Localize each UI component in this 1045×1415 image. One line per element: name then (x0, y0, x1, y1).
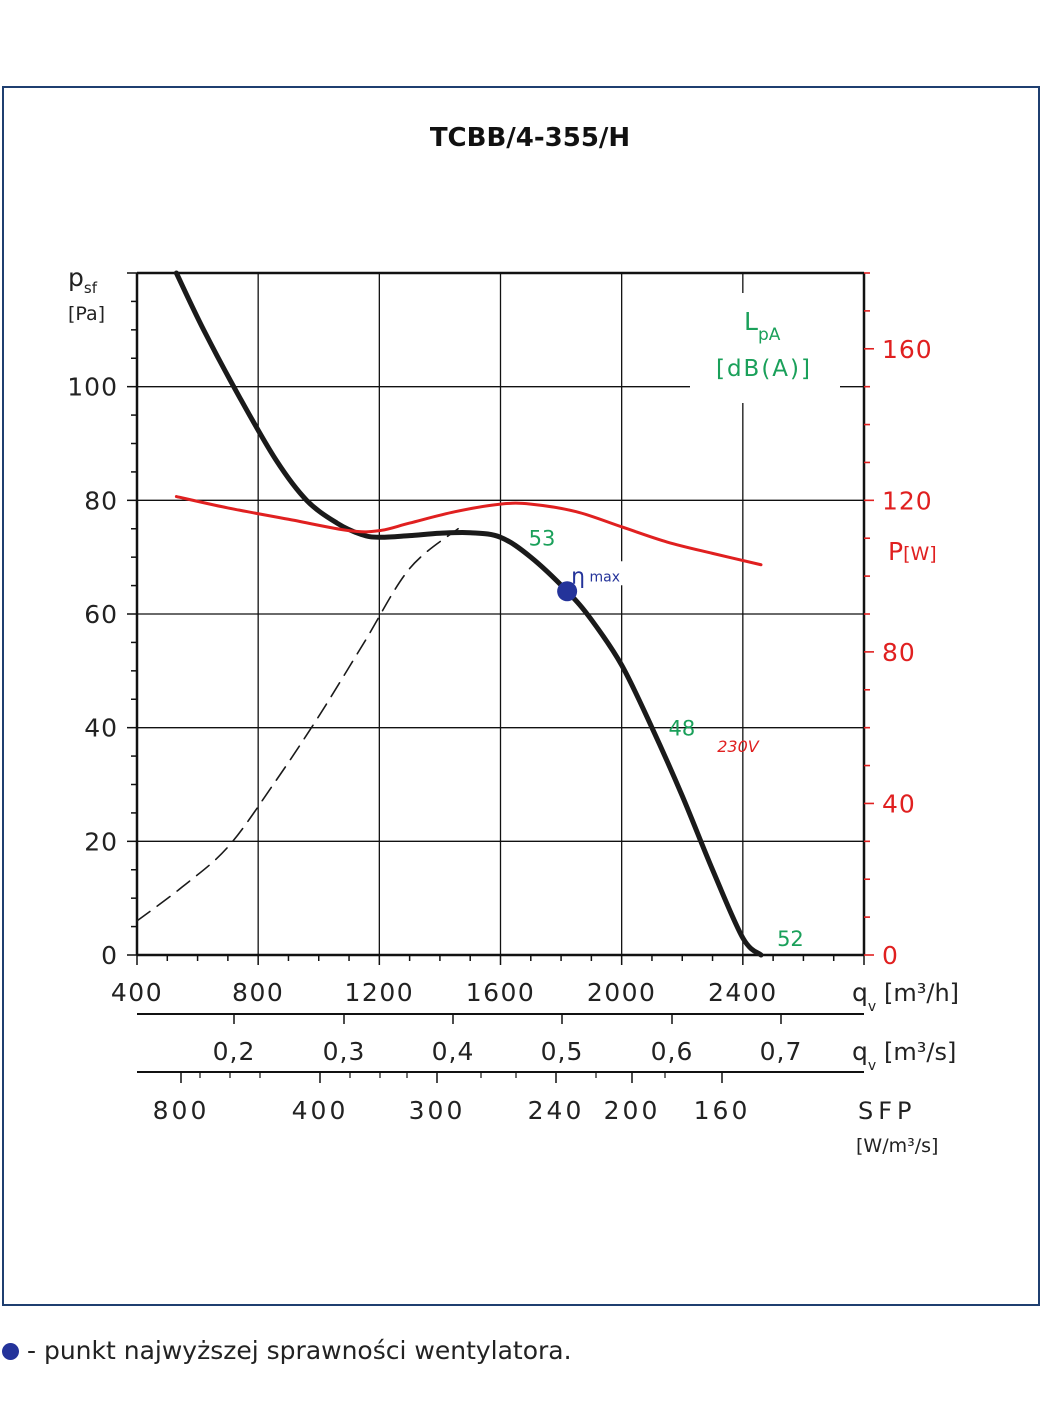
y-tick-label-power: 160 (882, 335, 933, 364)
x-axis-unit-flow-m3s: [m³/s] (884, 1038, 956, 1066)
y-tick-label-pressure: 20 (84, 827, 118, 856)
eta-max-label: η max (571, 564, 620, 589)
y-tick-label-pressure: 100 (67, 373, 118, 402)
x-tick-label-flow-m3h: 1600 (466, 978, 536, 1007)
tick-label-m3s: 0,3 (323, 1037, 366, 1066)
tick-label-sfp: 400 (292, 1096, 349, 1125)
tick-label-m3s: 0,2 (213, 1037, 256, 1066)
x-axis-unit-flow-m3h: [m³/h] (884, 979, 959, 1007)
x-tick-label-flow-m3h: 400 (111, 978, 163, 1007)
tick-label-m3s: 0,7 (760, 1037, 803, 1066)
tick-label-sfp: 240 (528, 1096, 585, 1125)
tick-label-m3s: 0,6 (651, 1037, 694, 1066)
tick-label-sfp: 300 (409, 1096, 466, 1125)
footnote: - punkt najwyższej sprawności wentylator… (2, 1336, 572, 1365)
footnote-text: - punkt najwyższej sprawności wentylator… (27, 1336, 572, 1365)
x-tick-label-flow-m3h: 1200 (345, 978, 415, 1007)
tick-label-sfp: 160 (694, 1096, 751, 1125)
x-tick-label-flow-m3h: 800 (232, 978, 284, 1007)
tick-label-sfp: 200 (604, 1096, 661, 1125)
series-pressure-curve (173, 270, 764, 958)
y-axis-label-power: P[W] (888, 537, 937, 566)
noise-box-background (690, 293, 840, 403)
x-axis-unit-sfp: [W/m³/s] (856, 1135, 938, 1157)
x-axis-label-flow-m3h: qv (852, 978, 876, 1015)
y-tick-label-pressure: 40 (84, 714, 118, 743)
efficiency-point-icon (2, 1343, 19, 1360)
y-tick-label-pressure: 0 (101, 941, 118, 970)
x-axis-label-flow-m3s: qv (852, 1037, 876, 1074)
chart-title: TCBB/4-355/H (430, 123, 630, 153)
chart-frame (2, 86, 1040, 1306)
y-tick-label-power: 120 (882, 486, 933, 515)
y-tick-label-power: 80 (882, 638, 916, 667)
y-tick-label-pressure: 60 (84, 600, 118, 629)
y-tick-label-power: 40 (882, 789, 916, 818)
tick-label-m3s: 0,5 (541, 1037, 584, 1066)
power-series-label: 230V (717, 737, 760, 756)
eta-max-point (557, 581, 578, 602)
tick-label-sfp: 800 (153, 1096, 210, 1125)
y-tick-label-power: 0 (882, 941, 899, 970)
x-axis-label-sfp: SFP (858, 1097, 917, 1125)
noise-level-label: 52 (777, 927, 804, 951)
noise-box-unit: [dB(A)] (716, 356, 812, 382)
noise-level-label: 53 (529, 526, 556, 550)
x-tick-label-flow-m3h: 2400 (708, 978, 778, 1007)
noise-box-label: LpA (744, 307, 781, 345)
noise-level-label: 48 (669, 717, 696, 741)
y-axis-label-pressure: psf (68, 263, 98, 297)
series-power-curve (174, 495, 763, 567)
x-tick-label-flow-m3h: 2000 (587, 978, 657, 1007)
tick-label-m3s: 0,4 (432, 1037, 475, 1066)
y-axis-unit-pressure: [Pa] (68, 303, 105, 325)
y-tick-label-pressure: 80 (84, 486, 118, 515)
eta-label-background (569, 561, 630, 586)
series-system-curve (136, 527, 459, 922)
